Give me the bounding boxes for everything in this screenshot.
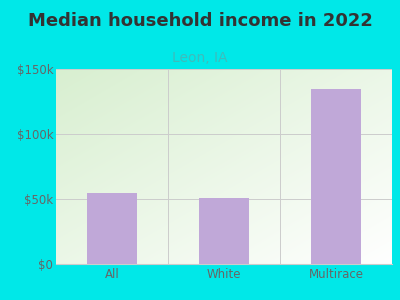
- Bar: [87, 193, 137, 264]
- Bar: [199, 198, 249, 264]
- Text: Median household income in 2022: Median household income in 2022: [28, 12, 372, 30]
- Text: Leon, IA: Leon, IA: [172, 51, 228, 65]
- Bar: [311, 88, 361, 264]
